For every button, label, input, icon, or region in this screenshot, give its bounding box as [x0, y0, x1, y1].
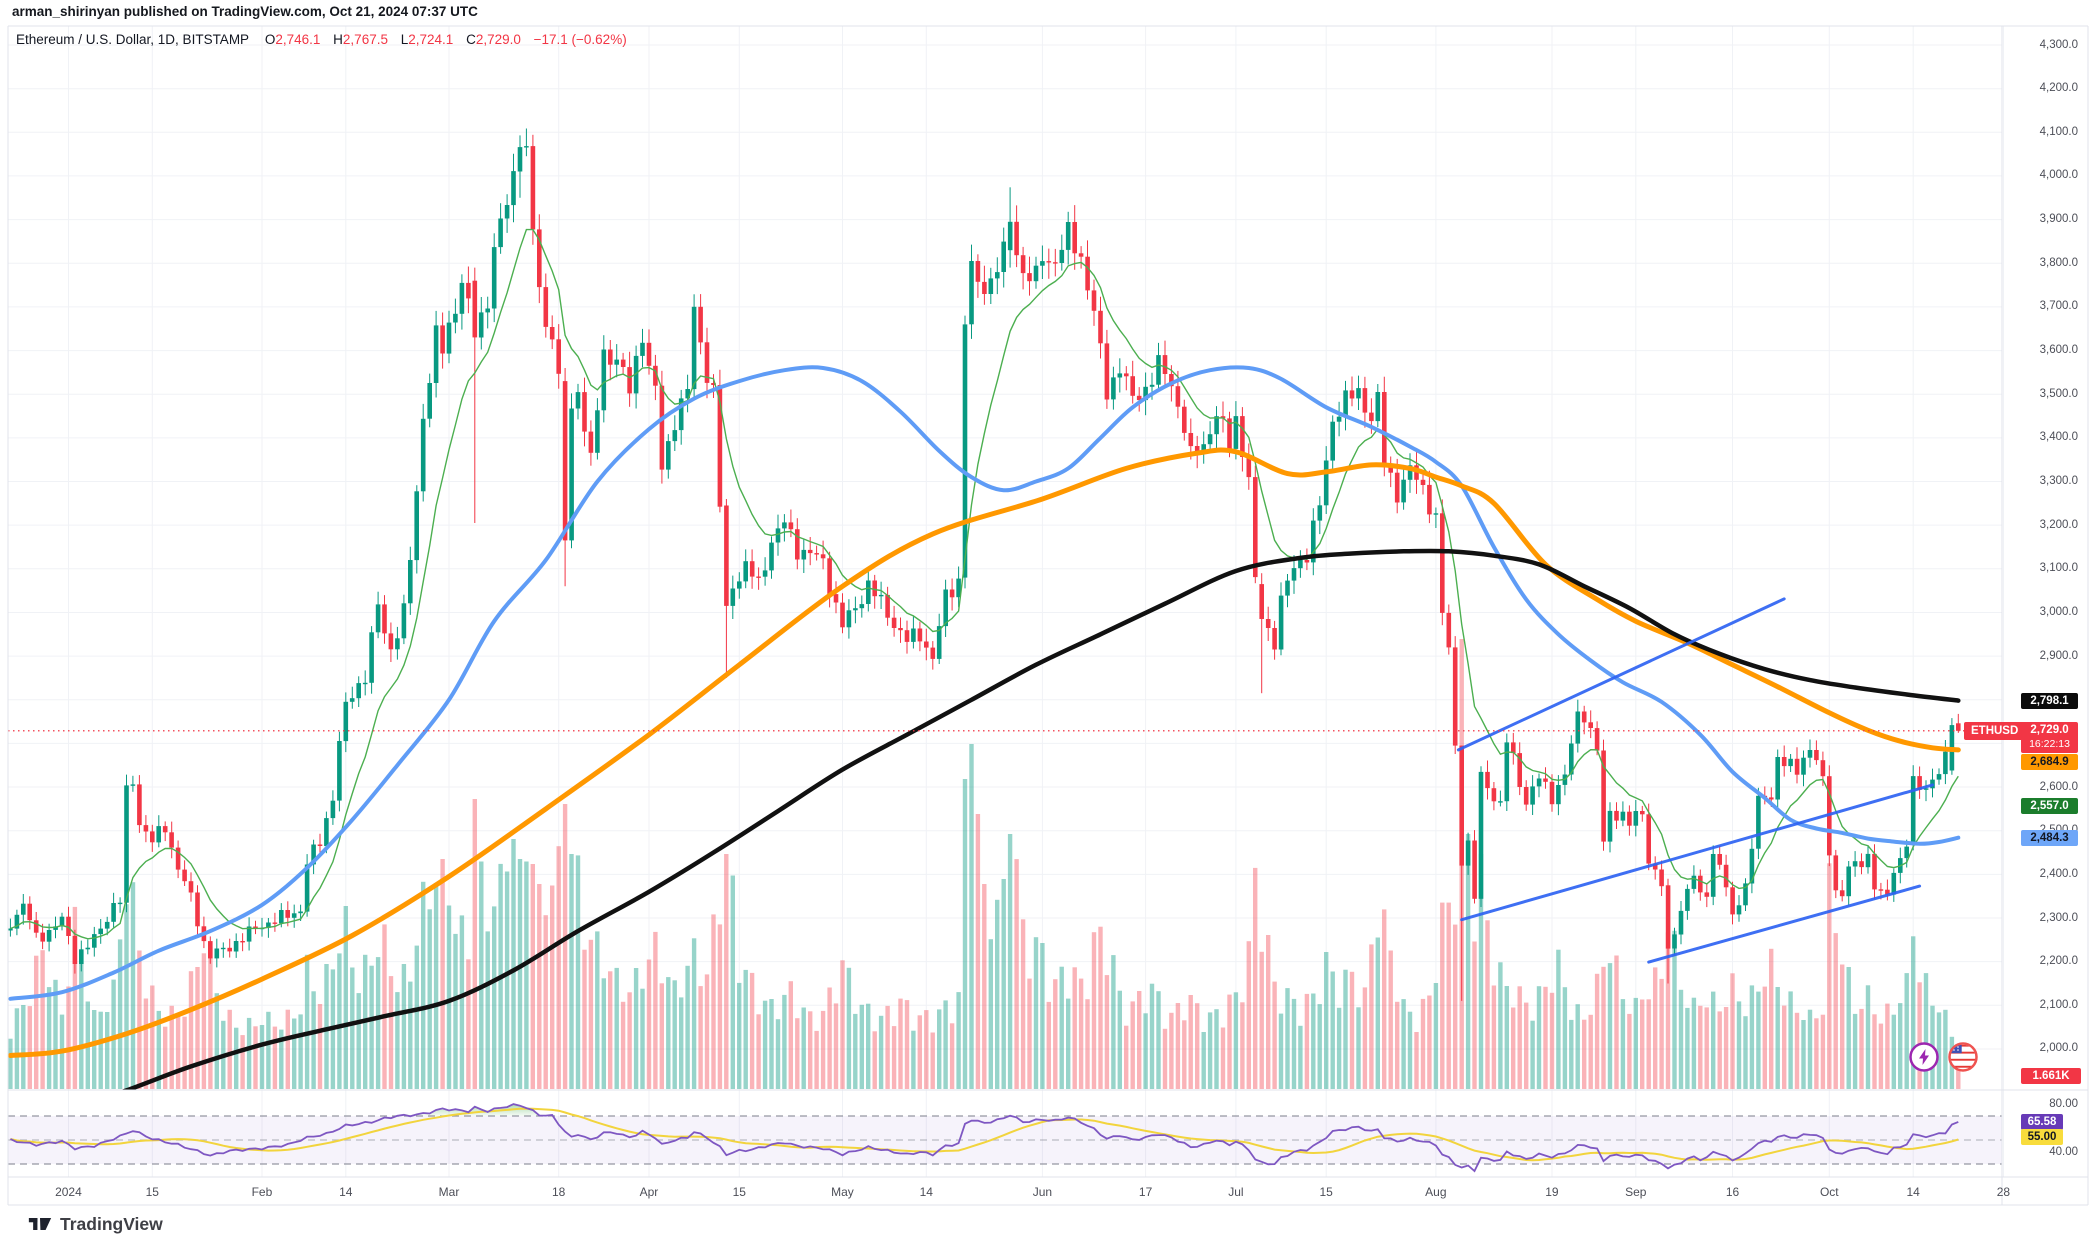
volume-badge: 1.661K: [2021, 1068, 2081, 1084]
low-value: 2,724.1: [408, 32, 454, 47]
price-axis-label: 3,500.0: [2039, 387, 2078, 400]
ma100-line: [8, 447, 1961, 1058]
lightning-marker-icon[interactable]: [1909, 1042, 1939, 1072]
rsi-overbought-fill: [10, 1104, 1959, 1116]
bar-countdown: 16:22:13: [2029, 737, 2070, 750]
price-axis-label: 3,000.0: [2039, 605, 2078, 618]
price-axis-label: 3,900.0: [2039, 213, 2078, 226]
grid: [8, 26, 2004, 1177]
symbol-title: Ethereum / U.S. Dollar, 1D, BITSTAMP: [16, 32, 250, 47]
time-axis-label: 16: [1725, 1185, 1740, 1199]
ma50-line: [8, 365, 1961, 1001]
ma-green-line: [10, 228, 1959, 940]
last-price-value: 2,729.0: [2030, 723, 2069, 736]
price-axis-label: 3,700.0: [2039, 300, 2078, 313]
candles: [8, 128, 1961, 1001]
rsi-level-lines: [8, 1115, 2002, 1165]
time-axis-label: 14: [1906, 1185, 1920, 1199]
price-axis-label: 2,900.0: [2039, 649, 2078, 662]
rsi-signal-badge: 55.00: [2021, 1129, 2063, 1146]
price-axis-label: 3,800.0: [2039, 256, 2078, 269]
price-change: −17.1 (−0.62%): [533, 32, 627, 47]
price-axis-label: 2,400.0: [2039, 867, 2078, 880]
time-axis-label: 18: [551, 1185, 566, 1199]
tradingview-logo-icon: [28, 1218, 52, 1230]
tradingview-logo[interactable]: TradingView: [28, 1212, 163, 1236]
high-label: H: [333, 32, 343, 47]
flag-marker-icon[interactable]: [1948, 1042, 1978, 1072]
trendline-1[interactable]: [1456, 597, 1786, 752]
price-axis-label: 4,300.0: [2039, 38, 2078, 51]
rsi-axis-label: 40.00: [2049, 1145, 2078, 1158]
rsi-line: [10, 1103, 1959, 1173]
time-axis-label: Feb: [251, 1185, 273, 1199]
price-axis-label: 3,100.0: [2039, 562, 2078, 575]
time-axis-label: 15: [1319, 1185, 1333, 1199]
open-label: O: [264, 32, 276, 47]
ma100-price-badge: 2,684.9: [2021, 753, 2078, 770]
price-axis-label: 2,200.0: [2039, 955, 2078, 968]
ma200-line: [121, 548, 1961, 1090]
time-axis-label: May: [831, 1185, 854, 1199]
volume-bars: [8, 639, 1961, 1089]
price-axis-label: 4,200.0: [2039, 82, 2078, 95]
price-axis-label: 3,600.0: [2039, 344, 2078, 357]
time-axis-label: 17: [1138, 1185, 1153, 1199]
close-value: 2,729.0: [475, 32, 521, 47]
high-value: 2,767.5: [342, 32, 388, 47]
ma-green-price-badge: 2,557.0: [2021, 797, 2078, 814]
trendline-3[interactable]: [1647, 884, 1922, 964]
panel-borders: [7, 25, 2089, 1206]
ma50-price-badge: 2,484.3: [2021, 829, 2078, 846]
time-axis-label: 14: [339, 1185, 353, 1199]
price-axis-label: 2,600.0: [2039, 780, 2078, 793]
time-axis-label: Mar: [438, 1185, 460, 1199]
time-axis-label: Oct: [1819, 1185, 1839, 1199]
price-axis-label: 3,300.0: [2039, 475, 2078, 487]
time-axis-label: Jul: [1228, 1185, 1244, 1199]
price-axis-label: 2,000.0: [2039, 1042, 2078, 1055]
price-axis-label: 2,100.0: [2039, 998, 2078, 1011]
time-axis-label: Jun: [1032, 1185, 1053, 1199]
close-label: C: [466, 32, 476, 47]
rsi-value-badge: 65.58: [2021, 1113, 2063, 1130]
time-axis-label: Apr: [639, 1185, 659, 1199]
time-axis-label: 19: [1545, 1185, 1559, 1199]
symbol-legend: Ethereum / U.S. Dollar, 1D, BITSTAMP O2,…: [16, 32, 627, 47]
attribution-text: arman_shirinyan published on TradingView…: [12, 4, 478, 19]
time-axis-label: Sep: [1625, 1185, 1647, 1199]
price-axis-label: 3,200.0: [2039, 518, 2078, 531]
symbol-price-tag: ETHUSD: [1964, 721, 2026, 740]
price-axis-label: 4,000.0: [2039, 169, 2078, 182]
price-axis-label: 3,400.0: [2039, 431, 2078, 444]
time-axis-label: 28: [1996, 1185, 2011, 1199]
time-axis-label: Aug: [1425, 1185, 1447, 1199]
rsi-signal-line: [10, 1107, 1959, 1162]
price-axis-label: 2,300.0: [2039, 911, 2078, 924]
time-axis-label: 15: [145, 1185, 159, 1199]
ma200-price-badge: 2,798.1: [2021, 692, 2078, 709]
open-value: 2,746.1: [275, 32, 321, 47]
low-label: L: [400, 32, 409, 47]
rsi-axis-label: 80.00: [2049, 1097, 2078, 1110]
time-axis-label: 15: [732, 1185, 746, 1199]
time-axis-label: 14: [919, 1185, 933, 1199]
trendline-2[interactable]: [1460, 783, 1934, 922]
last-price-badge: 2,729.0 16:22:13: [2021, 721, 2078, 753]
tradingview-logo-text: TradingView: [60, 1213, 163, 1234]
time-axis-label: 2024: [55, 1185, 82, 1199]
price-axis-label: 4,100.0: [2039, 125, 2078, 138]
